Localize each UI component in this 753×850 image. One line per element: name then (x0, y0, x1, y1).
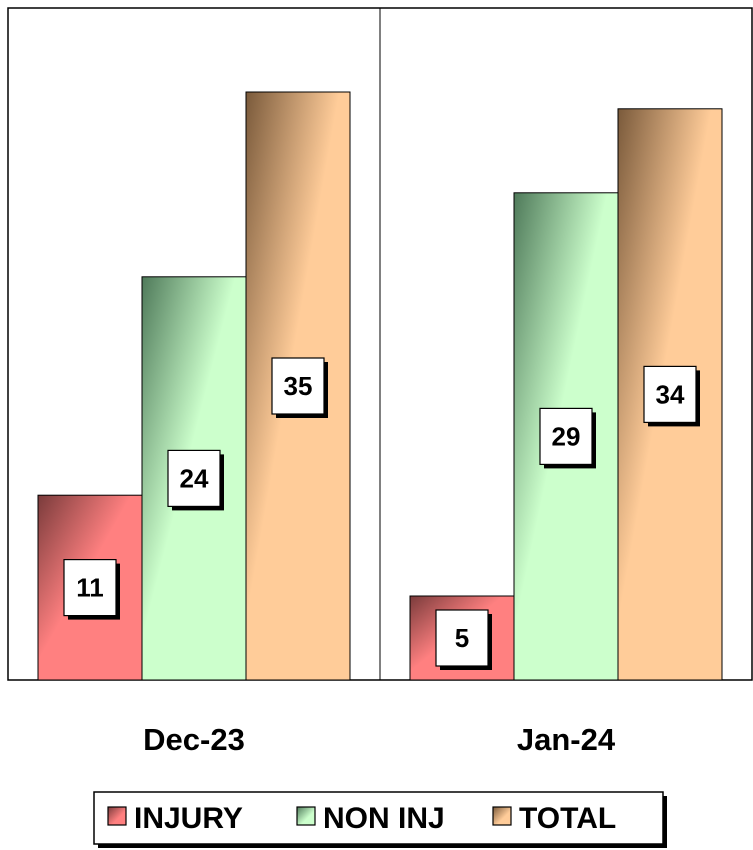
data-labels-layer: 11 24 35 5 29 34 (63, 357, 700, 670)
data-label-non-inj-dec-23: 24 (167, 449, 224, 511)
legend-label-injury: INJURY (134, 802, 243, 835)
legend-swatch-non-inj (296, 806, 316, 826)
data-label-text: 34 (656, 379, 685, 409)
legend-entry-injury: INJURY (107, 802, 243, 835)
data-label-text: 24 (180, 463, 209, 493)
data-label-box (435, 609, 489, 667)
data-label-text: 5 (455, 623, 469, 653)
data-label-total-dec-23: 35 (271, 357, 328, 418)
data-label-injury-jan-24: 5 (435, 609, 492, 670)
data-label-total-jan-24: 34 (643, 365, 700, 427)
data-label-box (271, 357, 325, 415)
x-tick-label-dec-23: Dec-23 (143, 722, 245, 757)
data-label-box (539, 407, 593, 465)
x-tick-label-jan-24: Jan-24 (517, 722, 616, 757)
legend-swatch-injury (107, 806, 127, 826)
data-label-box (643, 365, 697, 423)
legend-entry-non-inj: NON INJ (296, 802, 445, 835)
legend-swatch-total (492, 806, 512, 826)
data-label-non-inj-jan-24: 29 (539, 407, 596, 469)
legend-label-non-inj: NON INJ (323, 802, 445, 835)
data-label-text: 11 (76, 573, 104, 603)
legend-entry-total: TOTAL (492, 802, 616, 835)
legend-label-total: TOTAL (519, 802, 616, 835)
data-label-text: 35 (284, 371, 313, 401)
data-label-text: 29 (552, 421, 581, 451)
data-label-injury-dec-23: 11 (63, 558, 120, 620)
data-label-box (63, 558, 117, 617)
legend-box (93, 791, 664, 845)
data-label-box (167, 449, 221, 507)
x-axis: Dec-23 Jan-24 (143, 722, 616, 757)
legend: INJURY NON INJ TOTAL (93, 791, 667, 848)
